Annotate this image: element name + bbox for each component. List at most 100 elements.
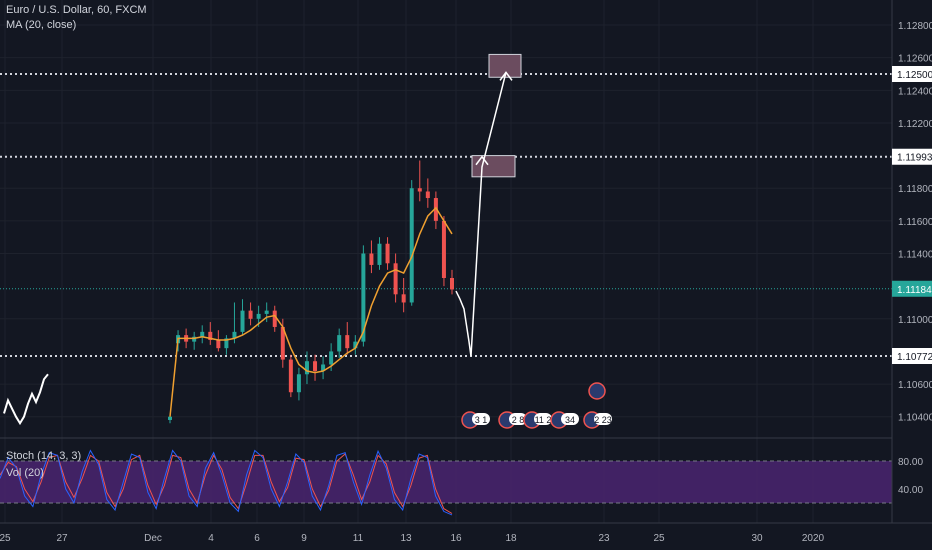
time-label: 2020 bbox=[802, 533, 825, 544]
time-label: Dec bbox=[144, 533, 162, 544]
candle-body bbox=[401, 294, 406, 303]
stoch-tick-label: 40.00 bbox=[898, 485, 923, 496]
price-tick-label: 1.12800 bbox=[898, 21, 932, 32]
time-label: 27 bbox=[56, 533, 68, 544]
time-label: 9 bbox=[301, 533, 307, 544]
stoch-legend[interactable]: Stoch (14, 3, 3) bbox=[6, 450, 82, 462]
candle-body bbox=[216, 340, 221, 349]
stoch-d-line bbox=[0, 453, 453, 514]
level-price-tag bbox=[892, 148, 932, 165]
candle-body bbox=[450, 277, 454, 290]
candle-body bbox=[409, 188, 414, 303]
price-tick-label: 1.10400 bbox=[898, 413, 932, 424]
prior-price-line bbox=[3, 373, 49, 426]
level-price-label: 1.10772 bbox=[897, 352, 932, 363]
projection-box[interactable] bbox=[471, 155, 516, 178]
ma-line bbox=[169, 206, 453, 417]
level-price-tag bbox=[892, 348, 932, 364]
candle-body bbox=[329, 351, 334, 365]
candle-body bbox=[369, 253, 374, 265]
vol-legend[interactable]: Vol (20) bbox=[6, 467, 44, 479]
candle-body bbox=[337, 335, 342, 352]
price-tick-label: 1.11600 bbox=[898, 217, 932, 228]
chart-title: Euro / U.S. Dollar, 60, FXCM bbox=[6, 4, 147, 16]
candle-body bbox=[321, 364, 326, 372]
current-price-tag bbox=[892, 280, 932, 297]
grid bbox=[0, 0, 892, 523]
event-flag-icon[interactable] bbox=[588, 382, 606, 400]
time-label: 11 bbox=[353, 533, 364, 544]
candle-body bbox=[288, 359, 293, 393]
event-count-pill[interactable] bbox=[534, 413, 552, 425]
candle-body bbox=[304, 361, 309, 375]
event-count-pill[interactable] bbox=[472, 413, 490, 425]
arrow-head bbox=[475, 155, 489, 166]
candle-body bbox=[361, 253, 366, 342]
candle-body bbox=[433, 198, 438, 221]
time-label: 25 bbox=[653, 533, 665, 544]
projection-path bbox=[455, 71, 513, 357]
arrow-head bbox=[499, 71, 513, 81]
candle-body bbox=[248, 310, 253, 319]
candle-body bbox=[256, 313, 261, 319]
stoch-tick-label: 80.00 bbox=[898, 457, 923, 468]
candles bbox=[168, 160, 454, 424]
time-label: 16 bbox=[450, 533, 462, 544]
candle-body bbox=[385, 243, 390, 264]
prior-line bbox=[3, 373, 49, 426]
candle-body bbox=[425, 191, 430, 199]
candle-body bbox=[417, 188, 422, 192]
time-label: 6 bbox=[254, 533, 260, 544]
candle-body bbox=[264, 310, 269, 314]
ma-legend[interactable]: MA (20, close) bbox=[6, 19, 77, 31]
price-tick-label: 1.11800 bbox=[898, 184, 932, 195]
projection-line bbox=[455, 72, 507, 357]
candle-body bbox=[313, 361, 318, 372]
level-price-tag bbox=[892, 66, 932, 82]
event-count-label: 2 8 bbox=[512, 415, 525, 425]
candle-body bbox=[280, 326, 285, 360]
events[interactable]: 3 1 2 8 11 2 34 2 23 bbox=[461, 382, 612, 429]
event-count-pill[interactable] bbox=[594, 413, 612, 425]
time-axis[interactable]: 25 27 Dec 4 6 9 11 13 16 18 23 25 30 2020 bbox=[0, 522, 932, 544]
price-tick-label: 1.11000 bbox=[898, 315, 932, 326]
stoch-band bbox=[0, 460, 892, 504]
candle-body bbox=[168, 416, 172, 420]
current-price-label: 1.11184 bbox=[897, 285, 932, 296]
ma-line-path bbox=[169, 206, 453, 417]
projection-boxes bbox=[471, 53, 522, 178]
price-tick-label: 1.12400 bbox=[898, 86, 932, 97]
time-label: 4 bbox=[208, 533, 214, 544]
candle-body bbox=[208, 331, 213, 341]
candle-body bbox=[441, 220, 446, 278]
level-price-label: 1.11993 bbox=[897, 153, 932, 164]
candle-body bbox=[345, 335, 350, 349]
time-label: 30 bbox=[751, 533, 763, 544]
level-price-label: 1.12500 bbox=[897, 70, 932, 81]
candle-body bbox=[393, 263, 398, 295]
candle-body bbox=[296, 374, 301, 393]
price-axis[interactable]: 1.12800 1.12600 1.12400 1.12200 1.11800 1.116… bbox=[891, 0, 932, 523]
stoch-k-line bbox=[0, 449, 453, 516]
price-tick-label: 1.10600 bbox=[898, 380, 932, 391]
candle-body bbox=[377, 243, 382, 265]
time-label: 25 bbox=[0, 533, 11, 544]
levels bbox=[0, 73, 892, 357]
event-count-label: 2 23 bbox=[594, 415, 612, 425]
event-count-label: 34 bbox=[565, 415, 575, 425]
event-count-label: 3 1 bbox=[475, 415, 488, 425]
candle-body bbox=[353, 341, 358, 349]
price-tick-label: 1.12200 bbox=[898, 119, 932, 130]
stoch-lines bbox=[0, 449, 453, 516]
price-tick-label: 1.11400 bbox=[898, 250, 932, 261]
event-count-pill[interactable] bbox=[509, 413, 527, 425]
event-count-pill[interactable] bbox=[561, 413, 579, 425]
time-label: 13 bbox=[400, 533, 412, 544]
candle-body bbox=[192, 336, 197, 342]
candle-body bbox=[232, 331, 237, 339]
candle-body bbox=[224, 338, 229, 349]
candle-body bbox=[272, 310, 277, 327]
stoch-band-fill bbox=[0, 461, 892, 503]
